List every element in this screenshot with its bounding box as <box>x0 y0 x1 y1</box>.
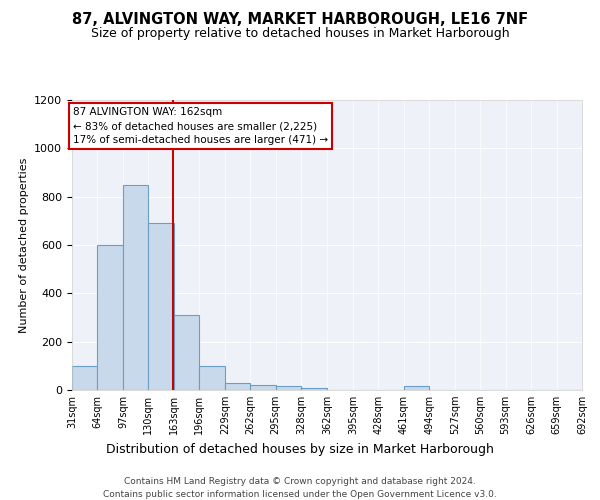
Bar <box>225 383 250 390</box>
Bar <box>250 385 275 390</box>
Text: Contains HM Land Registry data © Crown copyright and database right 2024.
Contai: Contains HM Land Registry data © Crown c… <box>103 478 497 499</box>
Bar <box>199 366 225 390</box>
Bar <box>97 245 123 390</box>
Text: 87, ALVINGTON WAY, MARKET HARBOROUGH, LE16 7NF: 87, ALVINGTON WAY, MARKET HARBOROUGH, LE… <box>72 12 528 28</box>
Bar <box>275 386 301 390</box>
Text: Distribution of detached houses by size in Market Harborough: Distribution of detached houses by size … <box>106 442 494 456</box>
Bar <box>174 315 199 390</box>
Bar <box>301 388 328 390</box>
Bar <box>404 386 429 390</box>
Y-axis label: Number of detached properties: Number of detached properties <box>19 158 29 332</box>
Text: 87 ALVINGTON WAY: 162sqm
← 83% of detached houses are smaller (2,225)
17% of sem: 87 ALVINGTON WAY: 162sqm ← 83% of detach… <box>73 108 328 146</box>
Bar <box>123 184 148 390</box>
Bar <box>148 223 174 390</box>
Text: Size of property relative to detached houses in Market Harborough: Size of property relative to detached ho… <box>91 28 509 40</box>
Bar <box>72 366 97 390</box>
